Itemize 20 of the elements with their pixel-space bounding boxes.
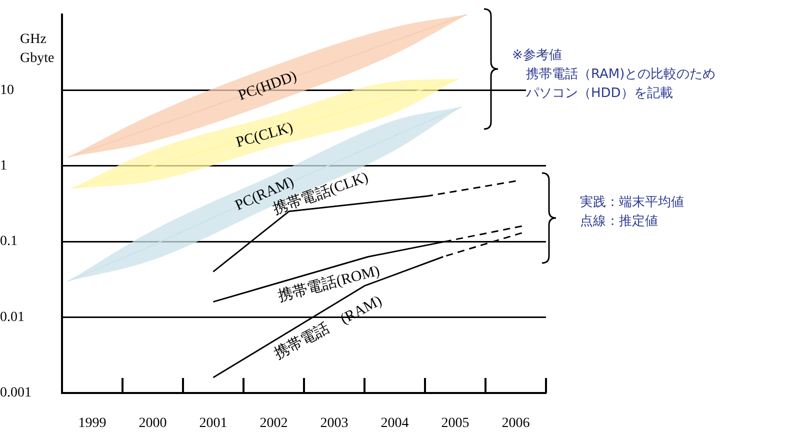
x-tick-label: 2005 — [441, 416, 470, 432]
x-tick-label: 2002 — [260, 416, 288, 432]
x-tick-label: 2006 — [502, 416, 530, 432]
annotation: 携帯電話（RAM)との比較のため — [526, 65, 716, 84]
text: PC(CLK) — [234, 120, 295, 152]
x-tick-label: 2003 — [320, 416, 348, 432]
annotation: ※参考値 — [512, 46, 562, 65]
y-tick-label: 1 — [0, 158, 7, 174]
x-tick-label: 1999 — [78, 416, 106, 432]
x-tick-label: 2004 — [380, 416, 409, 432]
text: 点線：推定値 — [580, 212, 658, 231]
y-tick-label: 0.01 — [0, 310, 24, 325]
x-tick-label: 2001 — [199, 416, 228, 432]
y-tick-label: 0.001 — [0, 386, 32, 401]
y-tick-label: 0.1 — [0, 234, 18, 250]
text: 実践：端末平均値 — [580, 193, 684, 212]
x-tick-label: 2000 — [138, 416, 167, 432]
y-axis-title: GHz Gbyte — [20, 31, 54, 68]
annotation: パソコン（HDD）を記載 — [526, 84, 673, 103]
y-tick-label: 10 — [0, 82, 14, 98]
